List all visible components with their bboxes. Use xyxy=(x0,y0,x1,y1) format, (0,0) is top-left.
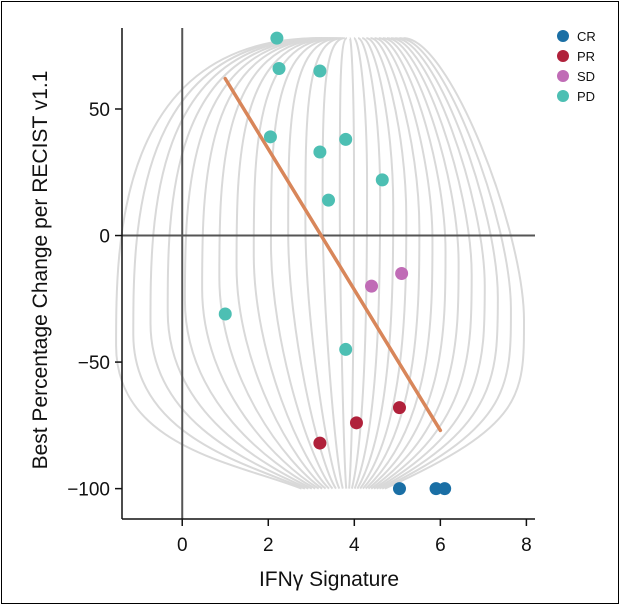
y-tick-label: −100 xyxy=(67,480,110,501)
contour-line xyxy=(304,37,382,490)
point-pr xyxy=(313,436,327,450)
data-points xyxy=(218,31,452,496)
point-pd xyxy=(263,130,277,144)
x-tick-label: 4 xyxy=(349,535,360,556)
contour-line xyxy=(201,37,460,490)
x-tick-label: 6 xyxy=(435,535,446,556)
axes: 0 2 4 6 8 −100 −50 0 50 xyxy=(67,28,535,556)
legend-label-cr: CR xyxy=(577,29,596,44)
trend-line xyxy=(223,76,443,433)
point-cr xyxy=(392,482,406,496)
contour-line xyxy=(149,37,499,490)
x-tick-label: 0 xyxy=(177,535,188,556)
legend-swatch-pr xyxy=(557,50,569,62)
legend-label-sd: SD xyxy=(577,69,595,84)
legend-swatch-pd xyxy=(557,90,569,102)
y-tick-label: 0 xyxy=(99,227,110,248)
point-pd xyxy=(322,193,335,207)
y-tick-label: 50 xyxy=(89,100,110,121)
y-tick-label: −50 xyxy=(78,353,110,374)
contour-line xyxy=(132,37,512,490)
contour-line xyxy=(269,37,408,490)
x-axis-title: IFNγ Signature xyxy=(259,568,399,591)
point-pd xyxy=(270,31,284,45)
point-pd xyxy=(272,61,286,75)
contour-line xyxy=(218,37,447,490)
point-sd xyxy=(395,267,409,280)
contour-background xyxy=(115,37,526,490)
point-cr xyxy=(438,482,452,496)
reference-lines xyxy=(122,28,535,519)
x-tick-label: 8 xyxy=(521,535,532,556)
point-pd xyxy=(339,132,353,146)
point-pd xyxy=(218,307,232,321)
point-pd xyxy=(339,342,353,356)
legend-swatch-sd xyxy=(557,70,569,82)
point-pd xyxy=(375,173,389,187)
contour-line xyxy=(166,37,486,490)
point-pr xyxy=(392,401,406,415)
legend-label-pd: PD xyxy=(577,89,595,104)
contour-line xyxy=(115,37,526,490)
point-pd xyxy=(313,64,327,78)
x-tick-label: 2 xyxy=(263,535,274,556)
legend-swatch-cr xyxy=(557,30,569,42)
point-pr xyxy=(349,416,363,430)
contour-line xyxy=(183,37,473,490)
legend-label-pr: PR xyxy=(577,49,595,64)
contour-line xyxy=(235,37,434,490)
point-sd xyxy=(365,279,379,293)
trend-line-group xyxy=(223,76,443,433)
y-axis-title: Best Percentage Change per RECIST v1.1 xyxy=(29,71,52,470)
legend: CR PR SD PD xyxy=(557,29,596,104)
point-pd xyxy=(313,145,327,159)
